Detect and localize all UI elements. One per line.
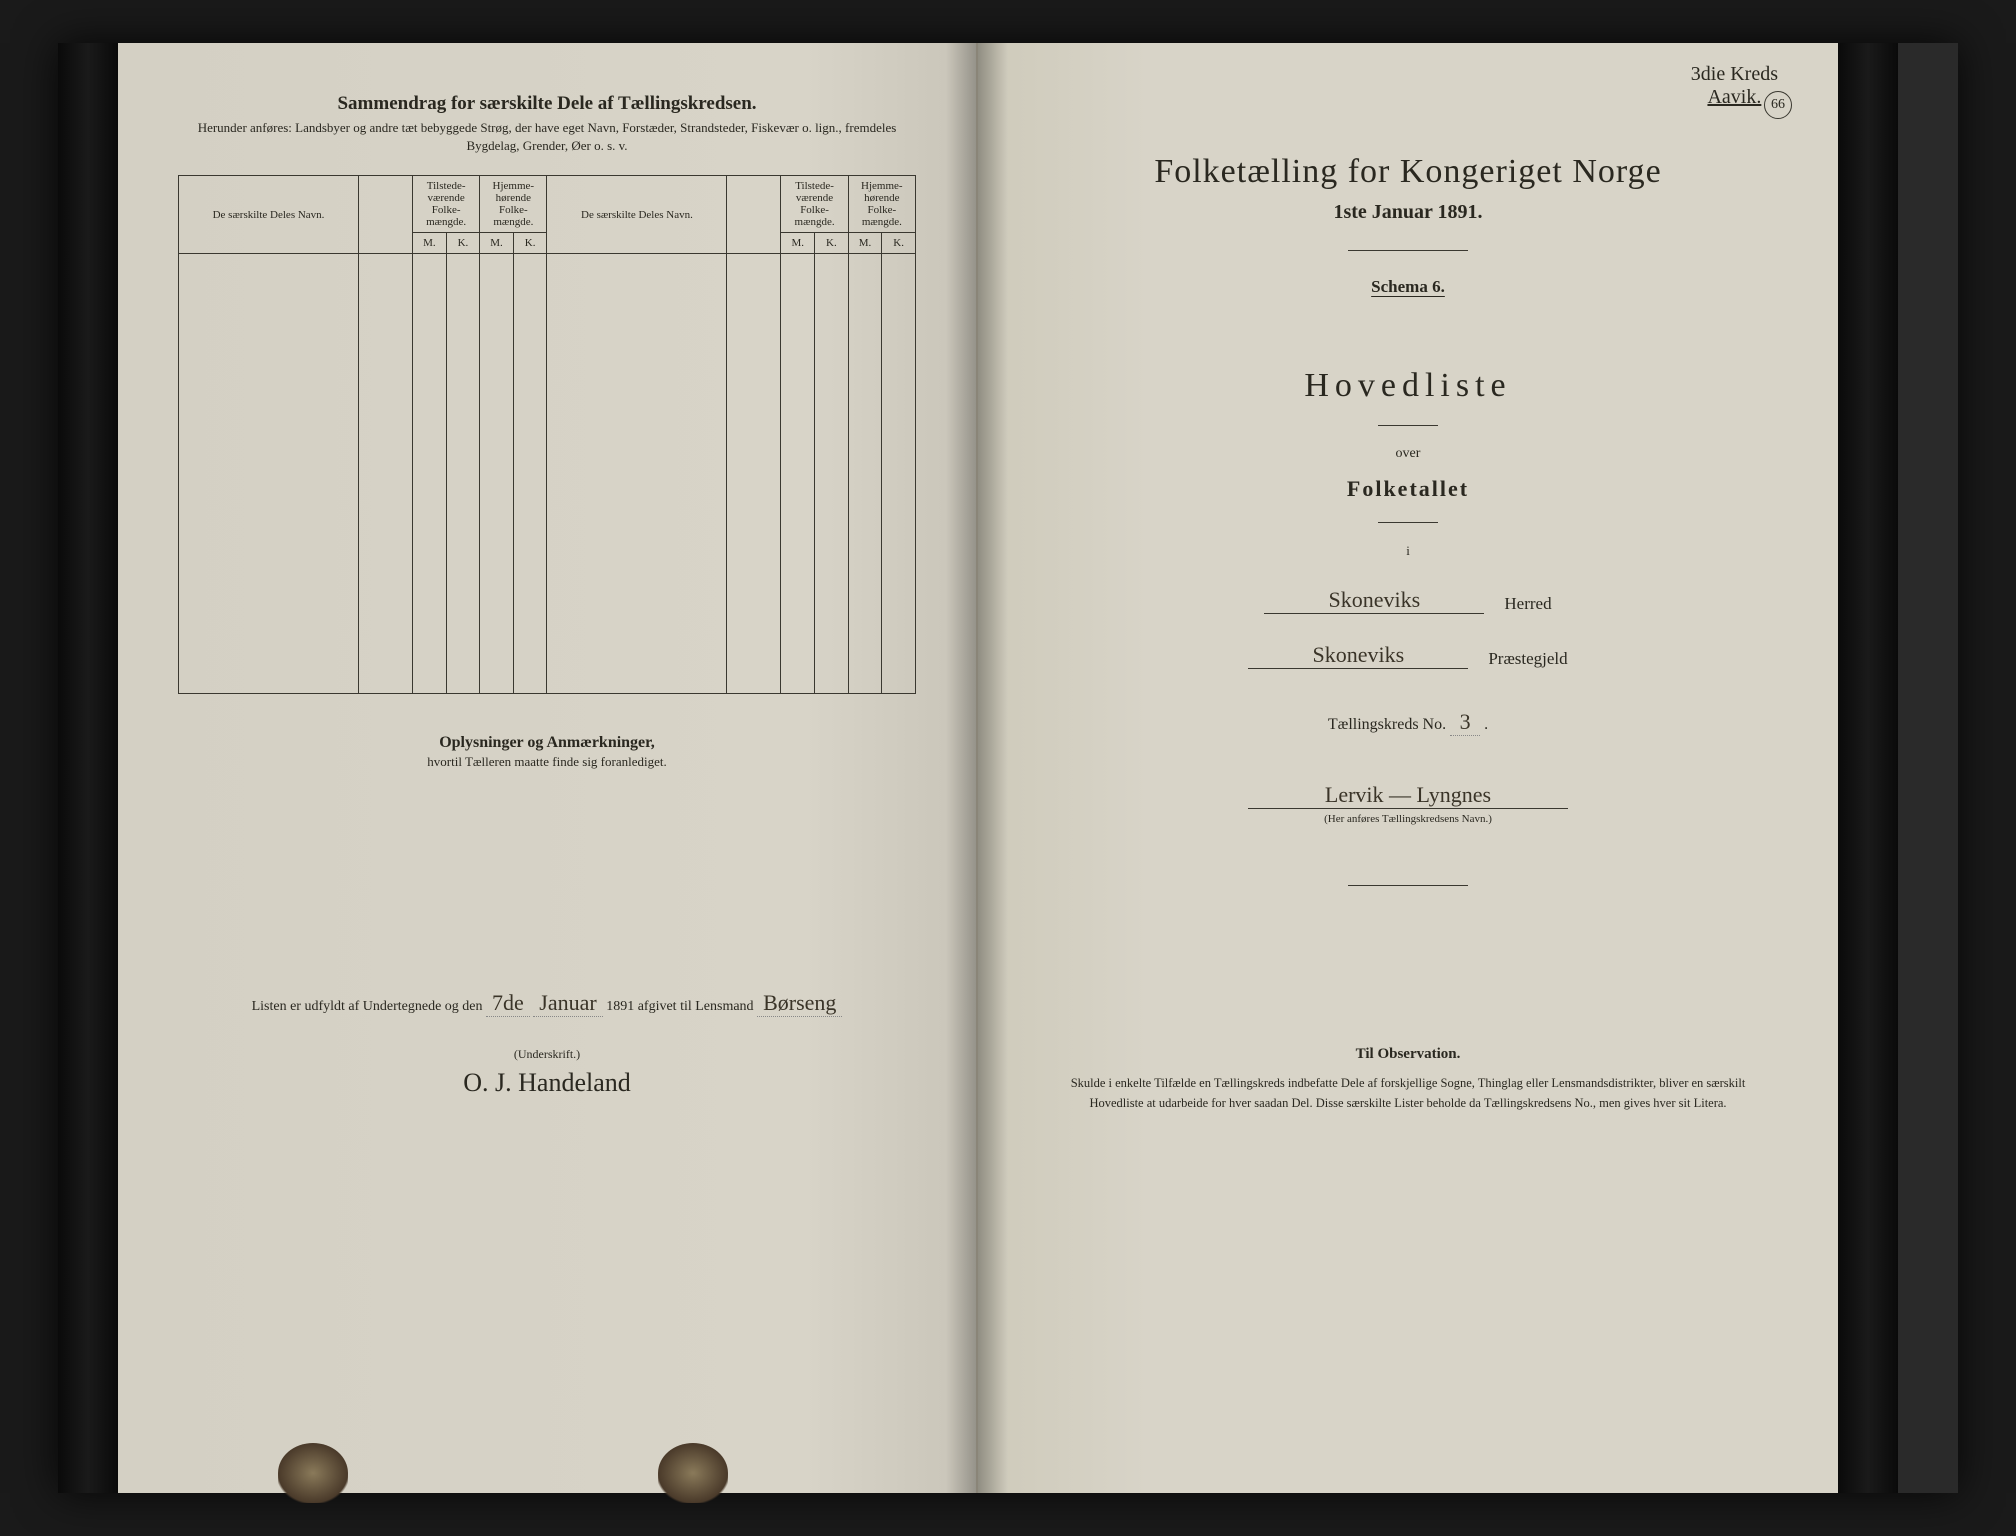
col-huslisters-2 [727, 176, 781, 254]
col-name-1: De særskilte Deles Navn. [179, 176, 359, 254]
remarks-subtitle: hvortil Tælleren maatte finde sig foranl… [178, 754, 916, 770]
praestegjeld-row: Skoneviks Præstegjeld [1038, 642, 1778, 669]
page-number: 66 [1764, 91, 1792, 119]
folketallet-heading: Folketallet [1038, 476, 1778, 502]
mk-k: K. [446, 233, 480, 254]
i-label: i [1038, 543, 1778, 559]
fill-year: 1891 afgivet til Lensmand [606, 999, 753, 1014]
fill-month: Januar [533, 990, 602, 1017]
schema-label: Schema 6. [1038, 277, 1778, 297]
hovedliste-heading: Hovedliste [1038, 367, 1778, 405]
mk-k: K. [513, 233, 547, 254]
remarks-block: Oplysninger og Anmærkninger, hvortil Tæl… [178, 734, 916, 770]
kreds-name-value: Lervik — Lyngnes [1248, 782, 1568, 809]
mk-k: K. [882, 233, 916, 254]
praestegjeld-value: Skoneviks [1248, 642, 1468, 669]
left-page-title: Sammendrag for særskilte Dele af Tælling… [178, 93, 916, 115]
mk-k: K. [815, 233, 849, 254]
praestegjeld-label: Præstegjeld [1488, 649, 1567, 669]
binding-right [1838, 43, 1898, 1493]
fill-day: 7de [486, 990, 530, 1017]
col-tilstede-1: Tilstede- værende Folke- mængde. [413, 176, 480, 233]
divider [1378, 425, 1438, 426]
kreds-number: 3 [1450, 709, 1480, 736]
spine-shadow-left [946, 43, 976, 1493]
observation-title: Til Observation. [1038, 1046, 1778, 1063]
census-date: 1ste Januar 1891. [1038, 201, 1778, 224]
spine-shadow-right [978, 43, 1008, 1493]
herred-label: Herred [1504, 594, 1551, 614]
binding-left [58, 43, 118, 1493]
signature-block: (Underskrift.) O. J. Handeland [178, 1047, 916, 1098]
fill-prefix: Listen er udfyldt af Undertegnede og den [252, 999, 483, 1014]
over-label: over [1038, 446, 1778, 462]
kreds-prefix: Tællingskreds No. [1328, 716, 1446, 733]
herred-row: Skoneviks Herred [1038, 587, 1778, 614]
right-page: 3die Kreds Aavik. 66 Folketælling for Ko… [978, 43, 1838, 1493]
col-tilstede-2: Tilstede- værende Folke- mængde. [781, 176, 848, 233]
underskrift-label: (Underskrift.) [514, 1047, 580, 1061]
col-hjemme-1: Hjemme- hørende Folke- mængde. [480, 176, 547, 233]
mk-m: M. [480, 233, 514, 254]
mk-m: M. [781, 233, 815, 254]
census-summary-table: De særskilte Deles Navn. Tilstede- væren… [178, 175, 916, 694]
mk-m: M. [413, 233, 447, 254]
left-page-subtitle: Herunder anføres: Landsbyer og andre tæt… [178, 119, 916, 155]
divider [1378, 522, 1438, 523]
divider [1348, 250, 1468, 251]
page-clip-icon [278, 1443, 348, 1503]
book-spread: Sammendrag for særskilte Dele af Tælling… [58, 43, 1958, 1493]
kreds-name-line: Lervik — Lyngnes (Her anføres Tællingskr… [1038, 782, 1778, 825]
kreds-caption: (Her anføres Tællingskredsens Navn.) [1038, 813, 1778, 825]
col-name-2: De særskilte Deles Navn. [547, 176, 727, 254]
mk-m: M. [848, 233, 882, 254]
census-main-title: Folketælling for Kongeriget Norge [1038, 153, 1778, 191]
signature: O. J. Handeland [178, 1068, 916, 1098]
kreds-number-line: Tællingskreds No. 3 . [1038, 709, 1778, 736]
completion-line: Listen er udfyldt af Undertegnede og den… [178, 990, 916, 1017]
page-clip-icon [658, 1443, 728, 1503]
remarks-title: Oplysninger og Anmærkninger, [178, 734, 916, 752]
lensmand-name: Børseng [757, 990, 842, 1017]
table-row [179, 254, 916, 694]
col-hjemme-2: Hjemme- hørende Folke- mængde. [848, 176, 915, 233]
col-huslisters-1 [359, 176, 413, 254]
annotation-line-1: 3die Kreds [1691, 63, 1778, 86]
observation-body: Skulde i enkelte Tilfælde en Tællingskre… [1038, 1073, 1778, 1113]
left-page: Sammendrag for særskilte Dele af Tælling… [118, 43, 978, 1493]
divider [1348, 885, 1468, 886]
herred-value: Skoneviks [1264, 587, 1484, 614]
